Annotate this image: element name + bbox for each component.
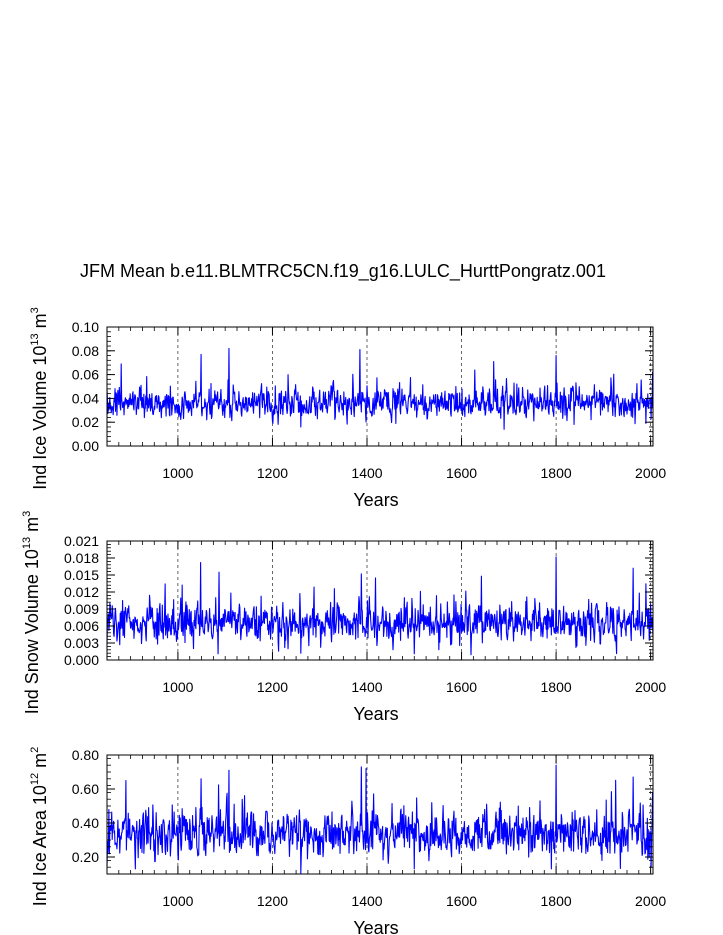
y-tick-label: 0.021 xyxy=(64,533,99,549)
x-axis-label: Years xyxy=(353,490,398,510)
series-line xyxy=(106,764,654,874)
x-tick-label: 1200 xyxy=(257,465,288,481)
y-tick-label: 0.000 xyxy=(64,652,99,668)
chart-title: JFM Mean b.e11.BLMTRC5CN.f19_g16.LULC_Hu… xyxy=(80,261,606,282)
y-tick-label: 0.009 xyxy=(64,601,99,617)
x-tick-label: 1000 xyxy=(162,893,193,909)
y-tick-label: 0.08 xyxy=(72,343,99,359)
y-tick-label: 0.60 xyxy=(72,781,99,797)
y-tick-label: 0.06 xyxy=(72,367,99,383)
y-tick-label: 0.018 xyxy=(64,550,99,566)
y-tick-label: 0.015 xyxy=(64,567,99,583)
panel-snow-volume: 1000 1200 1400 1600 1800 20000.0000.0030.0060… xyxy=(21,511,666,724)
y-tick-label: 0.003 xyxy=(64,635,99,651)
x-tick-label: 1800 xyxy=(541,465,572,481)
x-tick-label: 1200 xyxy=(257,679,288,695)
panel-ice-area: 1000 1200 1400 1600 1800 2000 0.20 0.40 0.60 0.80… xyxy=(29,747,666,935)
x-tick-label: 1400 xyxy=(351,679,382,695)
x-tick-label: 1200 xyxy=(257,893,288,909)
x-tick-label: 1000 xyxy=(162,465,193,481)
x-axis-label: Years xyxy=(353,704,398,724)
x-tick-label: 1000 xyxy=(162,679,193,695)
series-line xyxy=(106,347,654,430)
y-tick-label: 0.012 xyxy=(64,584,99,600)
x-tick-label: 1400 xyxy=(351,465,382,481)
panels: 1000 1200 1400 1600 1800 2000 0.00 0.02 0.04 0.06… xyxy=(21,307,666,935)
y-tick-label: 0.80 xyxy=(72,747,99,763)
plot-frame xyxy=(106,326,654,447)
y-tick-label: 0.00 xyxy=(72,438,99,454)
y-tick-label: 0.10 xyxy=(72,319,99,335)
series-line xyxy=(106,556,654,656)
x-axis-label: Years xyxy=(353,918,398,935)
x-tick-label: 2000 xyxy=(635,679,666,695)
panel-ice-volume: 1000 1200 1400 1600 1800 2000 0.00 0.02 0.04 0.06… xyxy=(29,307,666,510)
y-tick-label: 0.04 xyxy=(72,390,99,406)
x-tick-label: 1800 xyxy=(541,893,572,909)
y-tick-label: 0.40 xyxy=(72,815,99,831)
y-axis-label: Ind Ice Area 1012 m2 xyxy=(29,747,50,906)
x-tick-label: 1600 xyxy=(446,893,477,909)
y-axis-label: Ind Ice Volume 1013 m3 xyxy=(29,307,50,489)
x-tick-label: 2000 xyxy=(635,893,666,909)
y-tick-label: 0.02 xyxy=(72,414,99,430)
plot-frame xyxy=(106,540,654,661)
x-tick-label: 2000 xyxy=(635,465,666,481)
y-tick-label: 0.20 xyxy=(72,849,99,865)
plot-frame xyxy=(106,754,654,875)
x-tick-label: 1600 xyxy=(446,679,477,695)
x-tick-label: 1600 xyxy=(446,465,477,481)
x-tick-label: 1800 xyxy=(541,679,572,695)
y-tick-label: 0.006 xyxy=(64,618,99,634)
x-tick-label: 1400 xyxy=(351,893,382,909)
y-axis-label: Ind Snow Volume 1013 m3 xyxy=(21,511,42,715)
